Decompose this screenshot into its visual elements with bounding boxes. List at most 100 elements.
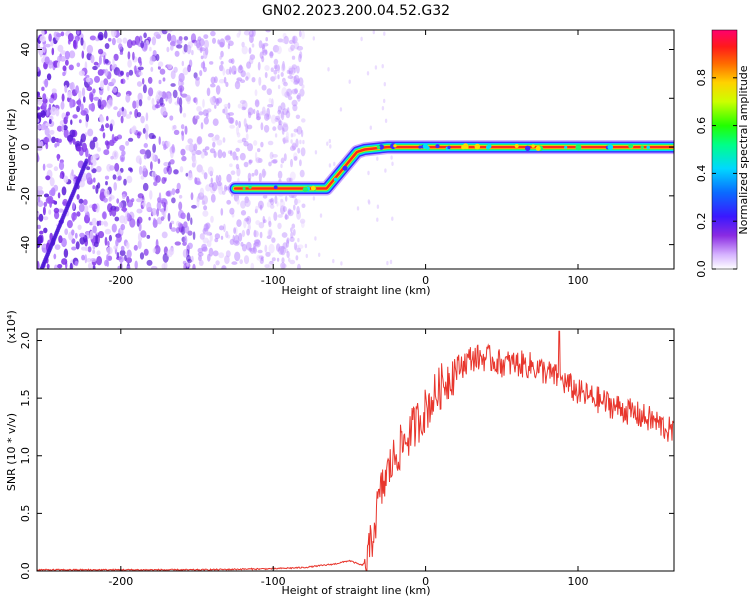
noise-cell bbox=[281, 127, 285, 135]
noise-cell bbox=[140, 40, 145, 49]
noise-cell bbox=[312, 196, 316, 201]
noise-cell bbox=[261, 168, 266, 178]
noise-cell bbox=[104, 68, 109, 77]
noise-cell bbox=[240, 210, 247, 216]
noise-cell bbox=[58, 235, 63, 244]
noise-cell bbox=[215, 98, 220, 106]
noise-cell bbox=[291, 223, 296, 229]
noise-cell bbox=[68, 64, 74, 71]
ridge-speckle bbox=[273, 185, 278, 190]
noise-cell bbox=[110, 155, 114, 160]
noise-cell bbox=[104, 236, 108, 246]
noise-cell bbox=[111, 64, 116, 71]
noise-cell bbox=[58, 138, 62, 143]
noise-cell bbox=[210, 193, 216, 203]
noise-cell bbox=[62, 71, 66, 77]
noise-cell bbox=[259, 204, 263, 211]
noise-cell bbox=[103, 197, 108, 203]
noise-cell bbox=[78, 180, 85, 188]
noise-cell bbox=[289, 171, 296, 181]
noise-cell bbox=[248, 159, 253, 164]
noise-cell bbox=[294, 198, 298, 206]
noise-cell bbox=[235, 147, 240, 152]
noise-cell bbox=[220, 50, 224, 58]
noise-cell bbox=[119, 215, 126, 224]
noise-cell bbox=[43, 193, 50, 198]
noise-cell bbox=[167, 212, 171, 222]
noise-cell bbox=[232, 151, 237, 161]
noise-cell bbox=[143, 154, 147, 160]
noise-cell bbox=[265, 113, 271, 120]
noise-cell bbox=[154, 245, 161, 255]
noise-cell bbox=[153, 31, 160, 37]
colorbar-tick-label: 0.8 bbox=[695, 69, 708, 87]
noise-cell bbox=[245, 133, 249, 141]
noise-cell bbox=[210, 30, 216, 37]
noise-cell bbox=[54, 264, 58, 269]
noise-cell bbox=[99, 116, 105, 123]
ridge-speckle bbox=[376, 145, 381, 150]
noise-cell bbox=[96, 256, 102, 266]
noise-cell bbox=[111, 133, 115, 143]
noise-cell bbox=[253, 248, 257, 253]
noise-cell bbox=[270, 114, 277, 124]
noise-cell bbox=[277, 38, 284, 43]
noise-cell bbox=[367, 170, 370, 176]
noise-cell bbox=[146, 201, 152, 212]
noise-cell bbox=[90, 258, 97, 262]
noise-cell bbox=[97, 98, 102, 109]
noise-cell bbox=[295, 255, 299, 261]
noise-cell bbox=[92, 88, 96, 94]
noise-cell bbox=[60, 31, 65, 37]
noise-cell bbox=[281, 263, 287, 269]
noise-cell bbox=[176, 182, 181, 190]
noise-cell bbox=[263, 219, 267, 224]
noise-cell bbox=[138, 165, 143, 175]
noise-cell bbox=[277, 214, 283, 218]
noise-cell bbox=[289, 259, 296, 265]
noise-cell bbox=[57, 192, 61, 199]
noise-cell bbox=[102, 211, 107, 220]
noise-cell bbox=[44, 56, 50, 65]
noise-cell bbox=[227, 43, 231, 50]
noise-cell bbox=[111, 78, 116, 84]
noise-cell bbox=[98, 48, 104, 55]
noise-cell bbox=[79, 232, 85, 238]
y-tick-label: 2.0 bbox=[19, 332, 32, 350]
noise-cell bbox=[37, 66, 40, 72]
noise-cell bbox=[71, 212, 77, 221]
noise-cell bbox=[238, 30, 242, 36]
noise-cell bbox=[107, 37, 112, 42]
ridge-speckle bbox=[242, 187, 246, 190]
noise-cell bbox=[106, 246, 113, 255]
noise-cell bbox=[282, 60, 285, 71]
noise-cell bbox=[260, 141, 264, 148]
noise-cell bbox=[206, 240, 212, 248]
noise-cell bbox=[65, 59, 69, 66]
noise-cell bbox=[209, 148, 216, 154]
noise-cell bbox=[237, 103, 243, 109]
noise-cell bbox=[255, 157, 261, 164]
noise-cell bbox=[253, 230, 259, 238]
noise-cell bbox=[187, 64, 192, 73]
noise-cell bbox=[76, 30, 80, 35]
noise-cell bbox=[78, 119, 82, 124]
noise-cell bbox=[202, 210, 209, 217]
noise-cell bbox=[92, 185, 96, 190]
noise-cell bbox=[286, 88, 293, 97]
y-tick-label: 1.5 bbox=[19, 389, 32, 407]
noise-cell bbox=[293, 204, 296, 211]
noise-cell bbox=[277, 84, 281, 90]
noise-cell bbox=[158, 91, 164, 96]
noise-cell bbox=[41, 244, 47, 248]
noise-cell bbox=[274, 195, 278, 204]
noise-cell bbox=[289, 236, 295, 242]
noise-cell bbox=[290, 231, 294, 239]
noise-cell bbox=[163, 201, 167, 211]
colorbar-tick-label: 0.6 bbox=[695, 117, 708, 135]
noise-cell bbox=[107, 85, 110, 92]
noise-cell bbox=[261, 110, 267, 116]
noise-cell bbox=[142, 84, 147, 94]
noise-cell bbox=[112, 57, 115, 67]
